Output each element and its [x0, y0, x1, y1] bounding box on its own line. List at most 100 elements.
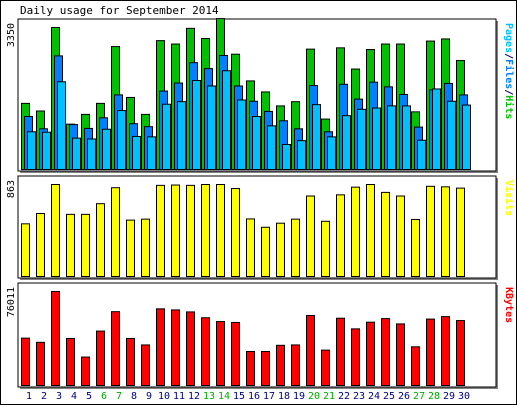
bar-visits-13: [201, 184, 210, 277]
bar-kbytes-12: [186, 311, 195, 387]
bar-kbytes-27: [411, 346, 420, 387]
bar-kbytes-14: [216, 321, 225, 386]
bar-pages-17: [267, 125, 276, 171]
legend-entry-pages-files-hits-0: Pages: [503, 23, 514, 53]
bar-pages-7: [117, 110, 126, 170]
legend-visits: Visits: [503, 180, 515, 216]
bar-kbytes-1: [21, 337, 30, 386]
bar-kbytes-28: [426, 318, 435, 386]
bar-kbytes-7: [111, 311, 120, 386]
bar-pages-3: [57, 81, 66, 170]
x-tick-label-27: 27: [413, 391, 425, 402]
bar-kbytes-10: [156, 308, 165, 386]
bar-pages-8: [132, 135, 141, 171]
legend-entry-pages-files-hits-2: Files: [503, 59, 515, 89]
bar-pages-15: [237, 99, 246, 170]
max-label-pages-files-hits: 3350: [6, 23, 17, 47]
x-tick-label-10: 10: [158, 391, 170, 402]
bar-visits-3: [51, 184, 60, 277]
bar-pages-28: [432, 88, 441, 170]
x-tick-label-14: 14: [218, 391, 230, 402]
legend-entry-pages-files-hits-3: /: [503, 89, 514, 95]
bar-pages-23: [357, 108, 366, 170]
x-tick-label-29: 29: [443, 391, 455, 402]
bar-visits-1: [21, 223, 30, 277]
x-tick-label-4: 4: [71, 391, 77, 402]
bar-kbytes-20: [306, 315, 315, 387]
bar-pages-4: [72, 137, 81, 171]
x-tick-label-5: 5: [86, 391, 92, 402]
bar-kbytes-25: [381, 318, 390, 386]
bar-pages-22: [342, 115, 351, 171]
bar-kbytes-15: [231, 321, 240, 386]
bar-kbytes-3: [51, 291, 60, 386]
bar-visits-24: [366, 184, 375, 277]
x-tick-label-16: 16: [248, 391, 260, 402]
bar-visits-9: [141, 218, 150, 277]
bar-visits-10: [156, 184, 165, 278]
x-tick-label-3: 3: [56, 391, 62, 402]
x-tick-label-18: 18: [278, 391, 290, 402]
bar-visits-14: [216, 184, 225, 277]
bar-visits-5: [81, 213, 90, 278]
bar-pages-1: [27, 131, 36, 170]
bar-visits-16: [246, 218, 255, 277]
x-tick-label-24: 24: [368, 391, 380, 402]
x-tick-label-26: 26: [398, 391, 410, 402]
bar-pages-30: [462, 104, 471, 170]
legend-entry-visits-0: Visits: [503, 180, 515, 216]
bar-visits-4: [66, 213, 75, 278]
x-tick-label-13: 13: [203, 391, 215, 402]
legend-entry-kbytes-0: KBytes: [503, 287, 514, 323]
bar-pages-11: [177, 101, 186, 170]
x-tick-label-25: 25: [383, 391, 395, 402]
bar-pages-20: [312, 104, 321, 170]
bar-kbytes-6: [96, 330, 105, 386]
bar-visits-7: [111, 187, 120, 278]
bar-visits-21: [321, 220, 330, 278]
x-tick-label-2: 2: [41, 391, 47, 402]
x-tick-label-22: 22: [338, 391, 350, 402]
bar-visits-27: [411, 218, 420, 278]
bar-pages-13: [207, 85, 216, 170]
bar-pages-14: [222, 70, 231, 170]
x-tick-label-9: 9: [146, 391, 152, 402]
bar-visits-30: [456, 187, 465, 278]
bar-visits-11: [171, 184, 180, 277]
x-tick-label-1: 1: [26, 391, 32, 402]
x-tick-label-17: 17: [263, 391, 275, 402]
bar-kbytes-9: [141, 344, 150, 386]
bar-visits-18: [276, 222, 285, 278]
bar-visits-17: [261, 226, 270, 277]
bar-kbytes-24: [366, 321, 375, 387]
max-label-kbytes: 76011: [6, 287, 17, 317]
bar-kbytes-2: [36, 341, 45, 386]
bar-kbytes-4: [66, 338, 75, 387]
bar-kbytes-19: [291, 344, 300, 386]
bar-visits-29: [441, 186, 450, 277]
max-label-visits: 863: [6, 180, 17, 198]
x-tick-label-30: 30: [458, 391, 470, 402]
bar-visits-12: [186, 184, 195, 278]
bar-visits-15: [231, 188, 240, 277]
bar-pages-16: [252, 116, 261, 170]
bar-kbytes-22: [336, 317, 345, 386]
x-tick-label-8: 8: [131, 391, 137, 402]
bar-pages-26: [402, 105, 411, 170]
bar-visits-8: [126, 219, 135, 277]
bar-kbytes-8: [126, 338, 135, 387]
bar-kbytes-30: [456, 320, 465, 387]
bar-pages-2: [42, 131, 51, 170]
x-tick-label-23: 23: [353, 391, 365, 402]
bar-kbytes-26: [396, 323, 405, 387]
bar-pages-21: [327, 136, 336, 170]
bar-kbytes-18: [276, 344, 285, 386]
bar-visits-22: [336, 194, 345, 277]
bar-visits-19: [291, 218, 300, 277]
bar-kbytes-13: [201, 317, 210, 387]
bar-visits-28: [426, 185, 435, 277]
bar-pages-6: [102, 128, 111, 170]
bar-kbytes-17: [261, 350, 270, 386]
